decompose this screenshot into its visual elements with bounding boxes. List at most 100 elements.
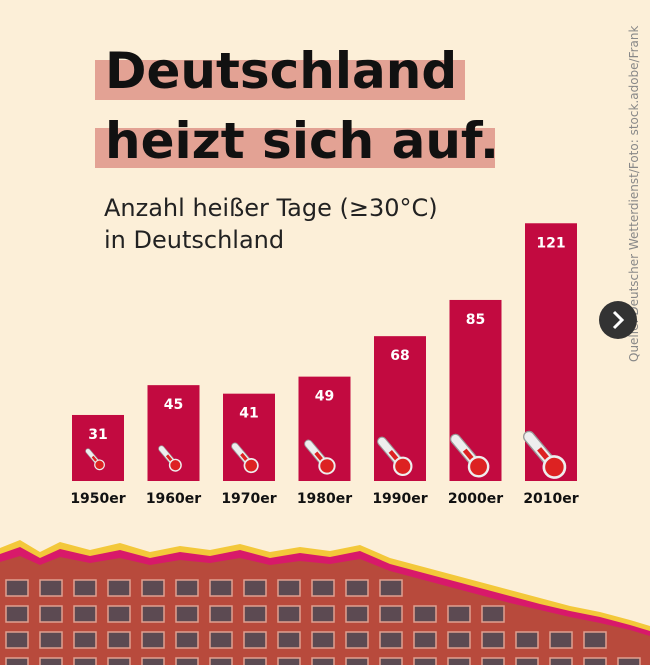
next-button[interactable]	[599, 301, 637, 339]
window	[141, 631, 165, 649]
thermometer-icon	[450, 433, 490, 478]
window	[39, 657, 63, 665]
thermometer-bulb	[393, 456, 413, 477]
window	[413, 605, 437, 623]
value-label: 41	[239, 406, 258, 422]
x-tick-label: 1950er	[70, 491, 125, 507]
window	[175, 579, 199, 597]
thermometer-bulb	[243, 458, 259, 474]
window	[413, 657, 437, 665]
window	[277, 605, 301, 623]
window	[141, 657, 165, 665]
window	[243, 579, 267, 597]
source: Quelle: Deutscher Wetterdienst/Foto: sto…	[627, 25, 641, 362]
window	[73, 631, 97, 649]
x-tick-label: 1970er	[221, 491, 276, 507]
window	[379, 605, 403, 623]
window	[311, 579, 335, 597]
window	[379, 657, 403, 665]
thermometer-bulb	[542, 455, 567, 479]
window	[345, 605, 369, 623]
window	[481, 605, 505, 623]
window	[447, 631, 471, 649]
window	[413, 631, 437, 649]
value-label: 85	[466, 312, 485, 328]
window	[107, 631, 131, 649]
x-tick-label: 1980er	[297, 491, 352, 507]
window	[175, 657, 199, 665]
window	[311, 657, 335, 665]
chart-title: Deutschland	[105, 42, 457, 100]
x-tick-label: 2000er	[448, 491, 503, 507]
window	[107, 579, 131, 597]
window	[345, 579, 369, 597]
window	[175, 631, 199, 649]
window	[583, 657, 607, 665]
value-label: 31	[88, 427, 107, 443]
window	[209, 657, 233, 665]
window	[39, 579, 63, 597]
window	[311, 605, 335, 623]
window	[141, 605, 165, 623]
window	[515, 631, 539, 649]
window	[549, 657, 573, 665]
next-icon[interactable]	[612, 310, 625, 330]
value-label: 45	[164, 397, 183, 413]
window	[243, 605, 267, 623]
window	[209, 605, 233, 623]
window	[5, 605, 29, 623]
window	[243, 657, 267, 665]
window	[5, 631, 29, 649]
window	[481, 657, 505, 665]
thermometer-icon	[377, 436, 413, 477]
next-button-circle[interactable]	[599, 301, 637, 339]
window	[277, 657, 301, 665]
x-tick-label: 2010er	[523, 491, 578, 507]
window	[5, 657, 29, 665]
window	[5, 579, 29, 597]
window	[175, 605, 199, 623]
window	[447, 657, 471, 665]
window	[277, 579, 301, 597]
window	[141, 579, 165, 597]
window	[311, 631, 335, 649]
bar	[449, 299, 502, 481]
window	[447, 605, 471, 623]
thermometer-bulb	[168, 458, 182, 472]
window	[345, 631, 369, 649]
value-label: 68	[390, 348, 409, 364]
value-label: 49	[315, 389, 334, 405]
thermometer-bulb	[318, 457, 336, 475]
window	[379, 579, 403, 597]
window	[481, 631, 505, 649]
window	[73, 657, 97, 665]
thermometer-icon	[522, 430, 567, 479]
value-label: 121	[536, 235, 565, 251]
window	[243, 631, 267, 649]
x-tick-label: 1960er	[146, 491, 201, 507]
thermometer-icon	[231, 442, 259, 474]
window	[73, 605, 97, 623]
window	[277, 631, 301, 649]
chart-subtitle: in Deutschland	[104, 226, 284, 254]
chart-title: heizt sich auf.	[105, 112, 499, 170]
chart-subtitle: Anzahl heißer Tage (≥30°C)	[104, 194, 438, 222]
window	[73, 579, 97, 597]
thermometer-bulb	[94, 459, 105, 471]
window	[345, 657, 369, 665]
window	[39, 631, 63, 649]
building-photo	[0, 540, 650, 665]
thermometer-bulb	[467, 455, 490, 478]
window	[549, 631, 573, 649]
x-tick-label: 1990er	[372, 491, 427, 507]
thermometer-icon	[85, 448, 105, 471]
bar	[72, 414, 124, 481]
window	[107, 657, 131, 665]
window	[39, 605, 63, 623]
thermometer-icon	[304, 439, 336, 475]
window	[617, 657, 641, 665]
title-highlight	[95, 128, 495, 168]
window	[107, 605, 131, 623]
window	[379, 631, 403, 649]
